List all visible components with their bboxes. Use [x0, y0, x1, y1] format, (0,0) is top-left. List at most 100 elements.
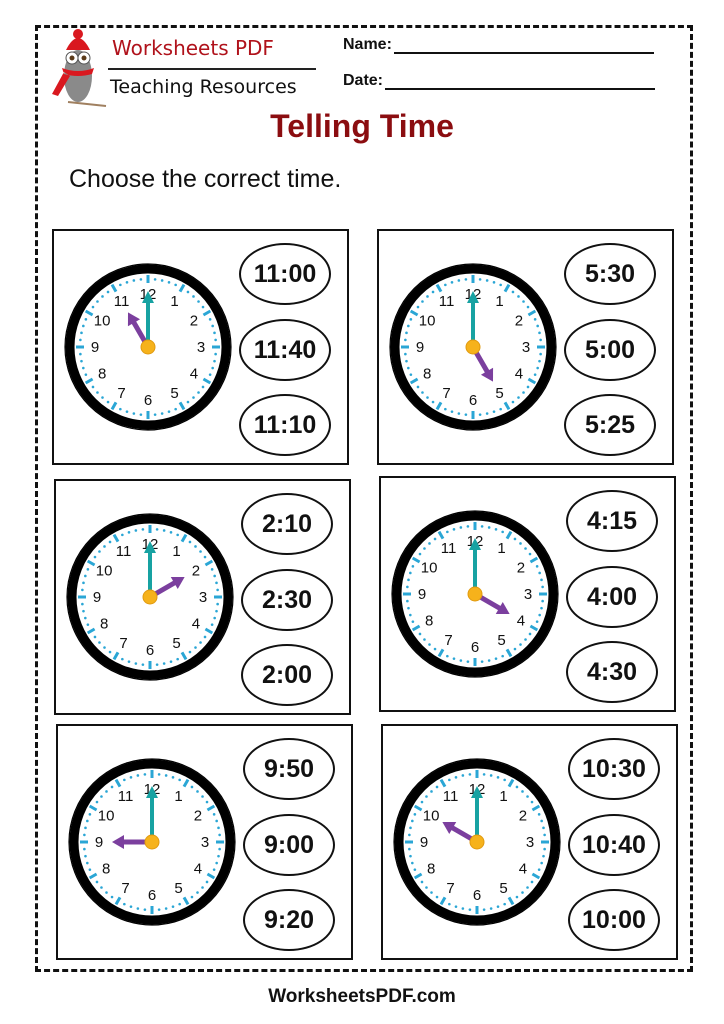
hour-tick: [110, 283, 118, 293]
time-option[interactable]: 5:25: [564, 394, 656, 456]
minute-dot: [139, 413, 143, 416]
time-option[interactable]: 4:30: [566, 641, 658, 703]
minute-dot: [134, 662, 138, 665]
minute-dot: [420, 800, 424, 804]
minute-dot: [421, 300, 424, 303]
minute-dot: [435, 785, 439, 789]
time-option[interactable]: 11:10: [239, 394, 331, 456]
minute-dot: [522, 300, 525, 303]
minute-dot: [530, 800, 534, 804]
minute-dot: [80, 359, 83, 363]
time-option[interactable]: 11:40: [239, 319, 331, 381]
minute-dot: [541, 599, 544, 603]
time-option[interactable]: 10:30: [568, 738, 660, 800]
minute-dot: [487, 526, 491, 529]
time-option[interactable]: 11:00: [239, 243, 331, 305]
minute-dot: [496, 776, 500, 779]
date-line[interactable]: [385, 74, 656, 90]
minute-dot: [452, 657, 456, 660]
minute-dot: [409, 571, 412, 575]
minute-dot: [411, 861, 414, 865]
minute-dot: [88, 813, 92, 816]
exercise-panel: 1234567891011125:305:005:25: [377, 229, 674, 465]
time-option[interactable]: 2:30: [241, 569, 333, 631]
minute-dot: [86, 861, 89, 865]
minute-dot: [540, 606, 543, 610]
time-option[interactable]: 4:00: [566, 566, 658, 628]
time-option[interactable]: 4:15: [566, 490, 658, 552]
hour-tick: [531, 872, 541, 880]
minute-dot: [199, 550, 202, 553]
minute-dot: [450, 410, 454, 413]
minute-dot: [404, 338, 407, 342]
name-line[interactable]: [393, 38, 654, 54]
minute-dot: [461, 774, 465, 777]
minute-dot: [121, 657, 124, 661]
date-field[interactable]: Date:: [343, 72, 656, 90]
hour-tick: [409, 377, 419, 385]
minute-dot: [218, 833, 221, 837]
minute-dot: [409, 854, 412, 858]
minute-dot: [106, 290, 110, 294]
minute-dot: [167, 410, 171, 413]
minute-dot: [468, 773, 472, 776]
minute-dot: [141, 528, 145, 531]
minute-dot: [448, 778, 451, 782]
time-option[interactable]: 10:40: [568, 814, 660, 876]
minute-dot: [433, 537, 437, 541]
minute-dot: [528, 632, 532, 636]
minute-dot: [489, 774, 493, 777]
minute-dot: [203, 555, 207, 559]
minute-dot: [406, 585, 409, 589]
time-option[interactable]: 5:30: [564, 243, 656, 305]
minute-dot: [141, 663, 145, 666]
minute-dot: [406, 599, 409, 603]
minute-dot: [464, 413, 468, 416]
clock-number: 11: [116, 543, 132, 560]
owl-logo-icon: [52, 29, 107, 107]
minute-dot: [119, 407, 122, 411]
clock-center: [142, 589, 158, 605]
minute-dot: [86, 819, 89, 823]
minute-dot: [197, 300, 200, 303]
clock-number: 7: [446, 880, 454, 897]
minute-dot: [411, 819, 414, 823]
minute-dot: [538, 571, 541, 575]
minute-dot: [431, 290, 435, 294]
minute-dot: [537, 868, 541, 871]
minute-dot: [143, 908, 147, 911]
clock-number: 1: [170, 293, 178, 310]
minute-dot: [82, 366, 85, 370]
time-option[interactable]: 10:00: [568, 889, 660, 951]
minute-dot: [103, 545, 106, 548]
minute-dot: [511, 290, 515, 294]
minute-dot: [214, 352, 217, 356]
clock-number: 1: [174, 788, 182, 805]
hour-tick: [503, 401, 511, 411]
time-option[interactable]: 2:10: [241, 493, 333, 555]
minute-dot: [121, 533, 124, 537]
minute-dot: [84, 854, 87, 858]
time-option[interactable]: 5:00: [564, 319, 656, 381]
time-option[interactable]: 9:50: [243, 738, 335, 800]
minute-dot: [136, 907, 140, 910]
hour-tick: [206, 804, 216, 812]
minute-dot: [501, 530, 504, 534]
minute-dot: [533, 318, 537, 321]
minute-dot: [536, 324, 539, 328]
time-option[interactable]: 9:00: [243, 814, 335, 876]
minute-dot: [526, 305, 530, 309]
minute-dot: [205, 800, 209, 804]
clock-number: 3: [201, 834, 209, 851]
minute-dot: [214, 338, 217, 342]
minute-dot: [153, 278, 157, 281]
clock-number: 10: [419, 313, 436, 330]
time-option[interactable]: 2:00: [241, 644, 333, 706]
minute-dot: [153, 413, 157, 416]
minute-dot: [208, 373, 212, 376]
time-option[interactable]: 9:20: [243, 889, 335, 951]
minute-dot: [81, 588, 84, 592]
minute-dot: [416, 385, 420, 389]
minute-dot: [212, 868, 216, 871]
name-field[interactable]: Name:: [343, 36, 654, 54]
